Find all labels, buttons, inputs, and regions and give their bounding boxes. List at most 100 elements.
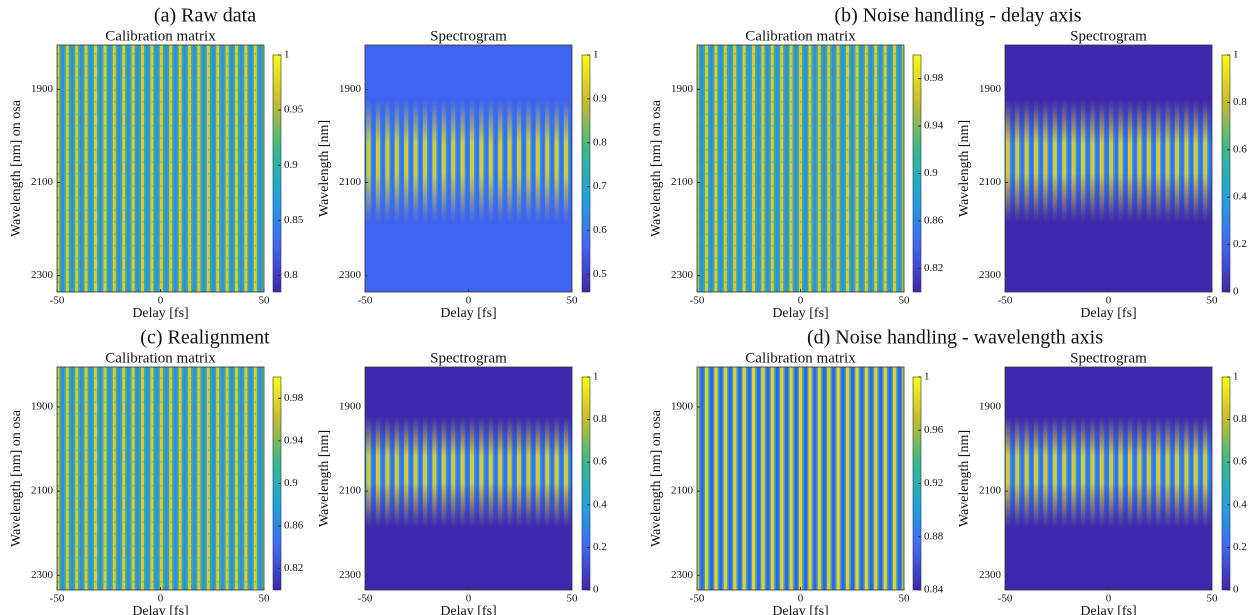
x-tick-label: -50: [50, 593, 65, 605]
colorbar-tick-label: 0.4: [593, 498, 607, 510]
colorbar-tick-label: 0.92: [924, 477, 943, 489]
colorbar-tick-label: 0.82: [284, 562, 303, 574]
heatmap-image: [57, 367, 264, 590]
colorbar-tick-label: 0.8: [1233, 413, 1247, 425]
heatmap-image: [697, 367, 904, 590]
colorbar-tick-label: 0.9: [593, 92, 607, 104]
colorbar-tick-label: 0.6: [1233, 143, 1247, 155]
x-tick-label: 50: [259, 593, 271, 605]
y-tick-label: 2100: [671, 176, 694, 188]
y-tick-label: 1900: [979, 401, 1002, 413]
y-tick-label: 1900: [339, 401, 362, 413]
plot-title: Spectrogram: [1070, 28, 1147, 44]
colorbar-tick-label: 0.86: [924, 214, 944, 226]
y-axis-label: Wavelength [nm] on osa: [9, 409, 24, 547]
colorbar-tick-label: 0: [593, 584, 599, 596]
x-tick-label: 50: [259, 295, 271, 307]
x-tick-label: 50: [899, 593, 911, 605]
y-axis-label: Wavelength [nm]: [317, 430, 332, 527]
x-tick-label: -50: [998, 593, 1013, 605]
y-tick-label: 2300: [671, 269, 694, 281]
y-axis-label: Wavelength [nm]: [957, 120, 972, 217]
x-tick-label: 0: [466, 295, 472, 307]
colorbar-tick-label: 0.88: [924, 530, 944, 542]
colorbar-tick-label: 0.86: [284, 520, 304, 532]
colorbar-tick-label: 0: [1233, 584, 1239, 596]
panel-title: (c) Realignment: [140, 327, 270, 349]
y-tick-label: 2100: [979, 485, 1002, 497]
x-axis-label: Delay [fs]: [132, 306, 188, 321]
colorbar-tick-label: 0.9: [284, 477, 298, 489]
colorbar: [272, 54, 282, 293]
x-axis-label: Delay [fs]: [772, 306, 828, 321]
x-axis-label: Delay [fs]: [440, 306, 496, 321]
y-tick-label: 2300: [979, 269, 1002, 281]
y-tick-label: 1900: [671, 401, 694, 413]
heatmap-band: [1005, 45, 1212, 292]
colorbar-tick-label: 0.9: [284, 159, 298, 171]
y-tick-label: 1900: [31, 83, 54, 95]
colorbar-tick-label: 0.85: [284, 214, 304, 226]
x-tick-label: 0: [158, 295, 164, 307]
colorbar: [1221, 54, 1231, 293]
colorbar-tick-label: 0: [1233, 286, 1239, 298]
colorbar-tick-label: 0.8: [284, 269, 298, 281]
y-tick-label: 2300: [979, 569, 1002, 581]
y-axis-label: Wavelength [nm]: [957, 430, 972, 527]
x-tick-label: 0: [798, 593, 804, 605]
heatmap-band: [1005, 367, 1212, 590]
colorbar-tick-label: 0.6: [593, 456, 607, 468]
heatmap-image: [57, 45, 264, 292]
colorbar-tick-label: 0.2: [1233, 541, 1247, 553]
colorbar-tick-label: 0.6: [593, 224, 607, 236]
x-tick-label: 0: [1106, 295, 1112, 307]
colorbar-tick-label: 0.94: [924, 120, 944, 132]
y-axis-label: Wavelength [nm] on osa: [9, 99, 24, 237]
x-tick-label: 50: [1207, 295, 1219, 307]
plot-title: Spectrogram: [430, 28, 507, 44]
plot-title: Calibration matrix: [105, 350, 216, 366]
y-tick-label: 2300: [31, 569, 54, 581]
x-tick-label: 0: [1106, 593, 1112, 605]
x-tick-label: -50: [358, 593, 373, 605]
y-axis-label: Wavelength [nm]: [317, 120, 332, 217]
colorbar-tick-label: 1: [1233, 49, 1239, 61]
y-tick-label: 2300: [31, 269, 54, 281]
y-tick-label: 2300: [671, 569, 694, 581]
x-tick-label: -50: [690, 593, 705, 605]
x-axis-label: Delay [fs]: [1080, 306, 1136, 321]
y-tick-label: 2100: [671, 485, 694, 497]
x-tick-label: 50: [567, 593, 579, 605]
colorbar-tick-label: 0.4: [1233, 498, 1247, 510]
x-tick-label: 50: [1207, 593, 1219, 605]
colorbar-tick-label: 0.8: [1233, 96, 1247, 108]
y-tick-label: 1900: [671, 83, 694, 95]
colorbar-tick-label: 0.9: [924, 167, 938, 179]
colorbar-tick-label: 0.2: [593, 541, 607, 553]
colorbar-tick-label: 0.96: [924, 424, 944, 436]
colorbar-tick-label: 0.6: [1233, 456, 1247, 468]
y-axis-label: Wavelength [nm] on osa: [649, 99, 664, 237]
x-tick-label: 50: [899, 295, 911, 307]
x-tick-label: -50: [50, 295, 65, 307]
x-tick-label: 50: [567, 295, 579, 307]
plot-title: Calibration matrix: [105, 28, 216, 44]
colorbar-tick-label: 0.7: [593, 180, 607, 192]
plot-title: Calibration matrix: [745, 28, 856, 44]
heatmap-band: [365, 367, 572, 590]
colorbar-tick-label: 0.95: [284, 104, 304, 116]
panel-title: (d) Noise handling - wavelength axis: [807, 327, 1103, 349]
plot-title: Spectrogram: [1070, 350, 1147, 366]
x-tick-label: 0: [466, 593, 472, 605]
colorbar-tick-label: 1: [924, 371, 930, 383]
x-axis-label: Delay [fs]: [1080, 604, 1136, 615]
plot-title: Calibration matrix: [745, 350, 856, 366]
colorbar: [581, 376, 591, 591]
colorbar-tick-label: 0.82: [924, 262, 943, 274]
y-tick-label: 2100: [979, 176, 1002, 188]
colorbar-tick-label: 0.94: [284, 434, 304, 446]
heatmap-image: [697, 45, 904, 292]
x-tick-label: -50: [690, 295, 705, 307]
